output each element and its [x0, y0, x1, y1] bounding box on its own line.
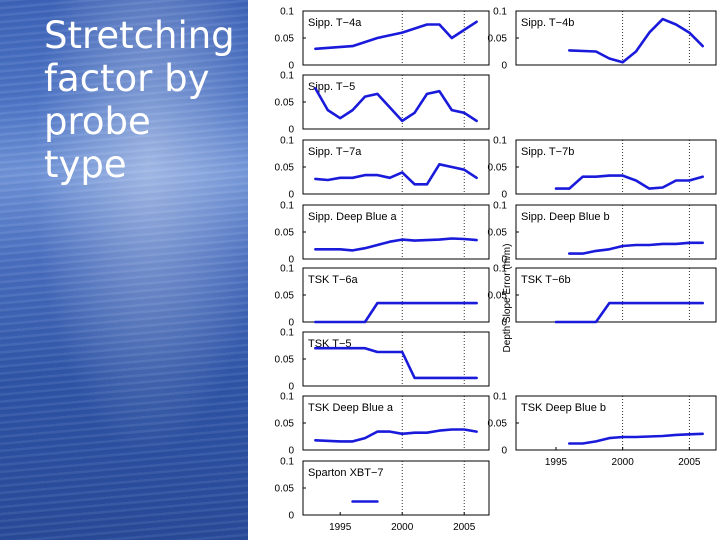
y-tick-label: 0.05 — [275, 163, 295, 174]
x-tick-label: 2000 — [391, 522, 414, 533]
y-tick-label: 0.05 — [488, 34, 508, 45]
y-tick-label: 0 — [288, 382, 294, 393]
series-line — [314, 301, 478, 324]
panel-title: TSK Deep Blue a — [308, 402, 394, 414]
y-tick-label: 0.05 — [275, 419, 295, 430]
series-line — [567, 432, 705, 445]
y-tick-label: 0 — [288, 125, 294, 136]
series-line — [314, 87, 478, 123]
y-tick-label: 0.05 — [275, 484, 295, 495]
chart-panel-0: 0.1 0.05 0 Sipp. T−4a — [275, 7, 490, 72]
chart-panel-6: 0.1 0.05 0 Sipp. Deep Blue b — [488, 201, 717, 266]
y-tick-label: 0 — [501, 446, 507, 457]
y-tick-label: 0.05 — [275, 355, 295, 366]
panel-title: Sipp. T−7a — [308, 146, 362, 158]
y-tick-label: 0.1 — [280, 264, 294, 275]
series-line — [567, 241, 705, 255]
x-tick-label: 2005 — [678, 457, 701, 468]
y-tick-label: 0.1 — [280, 328, 294, 339]
y-tick-label: 0.05 — [488, 419, 508, 430]
small-multiples-figure: Depth Slope Error (m/m) 0.1 0.05 0 Sipp. T−… — [275, 7, 717, 533]
y-axis-label: Depth Slope Error (m/m) — [502, 244, 513, 353]
y-tick-label: 0 — [288, 255, 294, 266]
series-line — [314, 428, 478, 443]
x-tick-label: 2000 — [612, 457, 635, 468]
y-tick-label: 0 — [501, 190, 507, 201]
chart-panel-4: 0.1 0.05 0 Sipp. T−7b — [488, 136, 717, 201]
y-tick-label: 0.05 — [488, 228, 508, 239]
chart-panel-12: 0.1 0.05 0 1995 2000 2005 Sparton XBT−7 — [275, 457, 490, 533]
chart-panel-8: 0.1 0.05 0 TSK T−6b — [488, 264, 717, 329]
y-tick-label: 0 — [288, 61, 294, 72]
y-tick-label: 0.1 — [280, 457, 294, 468]
panel-title: Sipp. Deep Blue b — [521, 211, 610, 223]
y-tick-label: 0.05 — [275, 98, 295, 109]
series-line — [314, 346, 478, 380]
series-line — [314, 237, 478, 252]
chart-panel-5: 0.1 0.05 0 Sipp. Deep Blue a — [275, 201, 490, 266]
chart-panel-2: 0.1 0.05 0 Sipp. T−5 — [275, 71, 490, 136]
figure-panel: Depth Slope Error (m/m) 0.1 0.05 0 Sipp. T−… — [248, 0, 720, 540]
y-tick-label: 0.1 — [280, 201, 294, 212]
y-tick-label: 0 — [501, 61, 507, 72]
panel-title: Sipp. Deep Blue a — [308, 211, 398, 223]
series-line — [314, 20, 478, 51]
x-tick-label: 1995 — [329, 522, 352, 533]
y-tick-label: 0.1 — [493, 201, 507, 212]
y-tick-label: 0.1 — [280, 392, 294, 403]
y-tick-label: 0 — [288, 190, 294, 201]
chart-panel-10: 0.1 0.05 0 TSK Deep Blue a — [275, 392, 490, 457]
panel-title: Sipp. T−4a — [308, 17, 362, 29]
x-tick-label: 1995 — [545, 457, 568, 468]
series-line — [567, 17, 705, 64]
y-tick-label: 0.05 — [488, 163, 508, 174]
y-tick-label: 0 — [288, 446, 294, 457]
y-tick-label: 0.1 — [493, 136, 507, 147]
y-tick-label: 0.1 — [280, 136, 294, 147]
y-tick-label: 0.05 — [275, 228, 295, 239]
panel-title: Sparton XBT−7 — [308, 467, 384, 479]
y-tick-label: 0 — [501, 255, 507, 266]
y-tick-label: 0 — [288, 318, 294, 329]
slide-background — [0, 0, 248, 540]
x-tick-label: 2005 — [453, 522, 476, 533]
panel-title: TSK Deep Blue b — [521, 402, 606, 414]
chart-panel-1: 0.1 0.05 0 Sipp. T−4b — [488, 7, 717, 72]
chart-panel-7: 0.1 0.05 0 TSK T−6a — [275, 264, 490, 329]
y-tick-label: 0.1 — [280, 7, 294, 18]
y-tick-label: 0.1 — [493, 392, 507, 403]
chart-panel-11: 0.1 0.05 0 1995 2000 2005 TSK Deep Blue b — [488, 392, 717, 468]
panel-title: Sipp. T−4b — [521, 17, 574, 29]
series-line — [554, 174, 705, 190]
y-tick-label: 0.1 — [493, 7, 507, 18]
series-line — [314, 163, 478, 186]
panel-title: TSK T−6a — [308, 274, 359, 286]
y-tick-label: 0 — [288, 511, 294, 522]
series-line — [554, 301, 705, 324]
panel-title: TSK T−6b — [521, 274, 571, 286]
y-tick-label: 0.05 — [275, 34, 295, 45]
panel-title: Sipp. T−7b — [521, 146, 574, 158]
slide-title: Stretching factor by probe type — [44, 14, 235, 186]
y-tick-label: 0.1 — [280, 71, 294, 82]
chart-panel-3: 0.1 0.05 0 Sipp. T−7a — [275, 136, 490, 201]
y-tick-label: 0.05 — [275, 291, 295, 302]
y-tick-label: 0.05 — [488, 291, 508, 302]
y-tick-label: 0 — [501, 318, 507, 329]
panel-title: Sipp. T−5 — [308, 81, 355, 93]
y-tick-label: 0.1 — [493, 264, 507, 275]
